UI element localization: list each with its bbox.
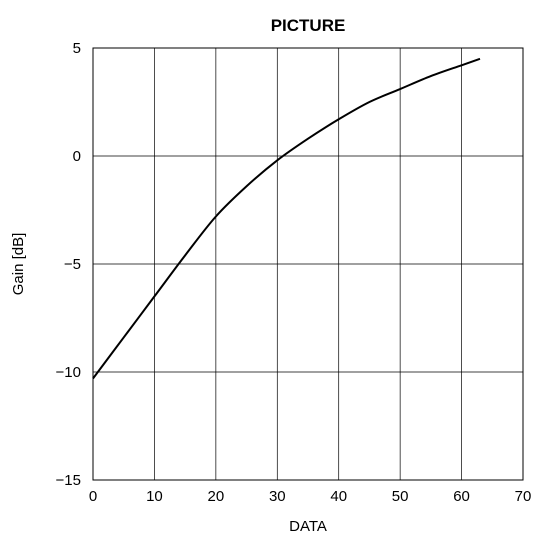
grid	[92, 47, 524, 481]
plot-frame	[92, 47, 524, 481]
x-axis-label: DATA	[289, 518, 327, 535]
y-tick-label: 0	[73, 148, 81, 165]
x-tick-label: 40	[330, 488, 347, 505]
x-tick-label: 10	[146, 488, 163, 505]
x-tick-label: 60	[453, 488, 470, 505]
chart-title: PICTURE	[271, 16, 346, 35]
y-tick-label: −5	[64, 256, 81, 273]
x-tick-label: 50	[392, 488, 409, 505]
y-axis-label: Gain [dB]	[10, 233, 27, 296]
y-tick-label: −15	[56, 472, 81, 489]
x-tick-label: 70	[515, 488, 532, 505]
x-tick-label: 20	[208, 488, 225, 505]
x-tick-label: 30	[269, 488, 286, 505]
y-tick-label: 5	[73, 40, 81, 57]
series-line	[92, 57, 481, 380]
x-tick-label: 0	[89, 488, 97, 505]
y-tick-label: −10	[56, 364, 81, 381]
